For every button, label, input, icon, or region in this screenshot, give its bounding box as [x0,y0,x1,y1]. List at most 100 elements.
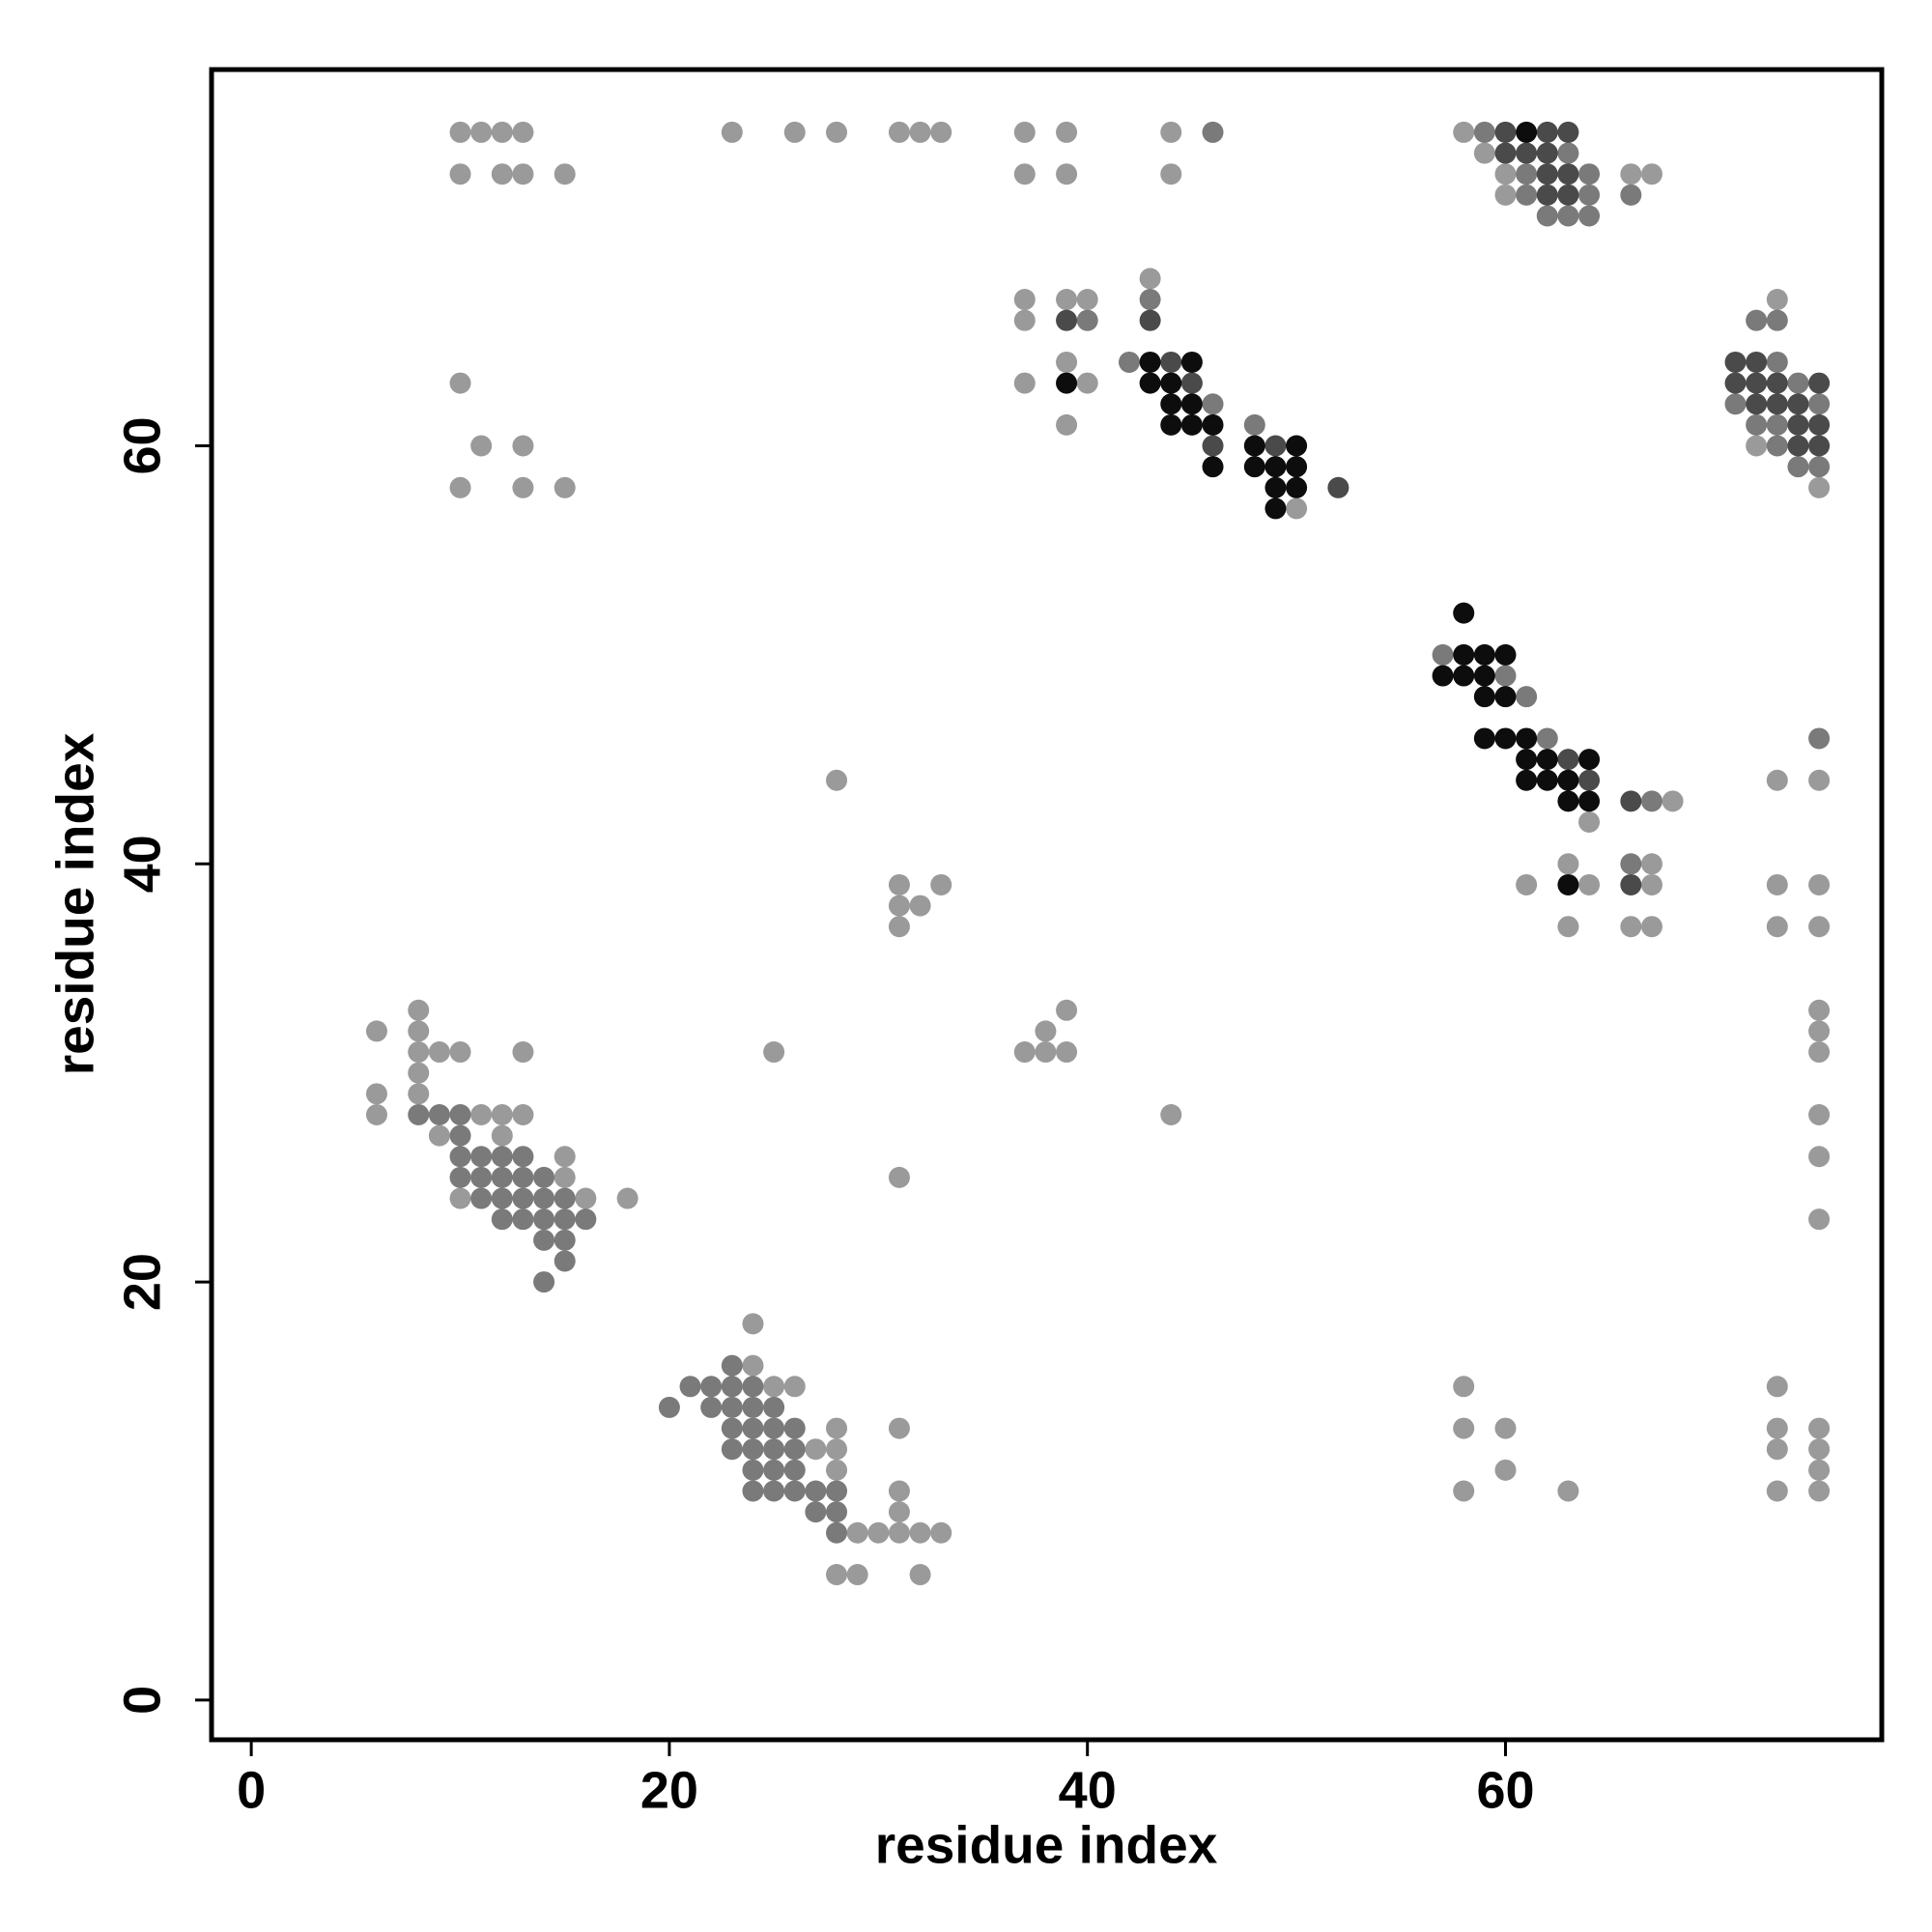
point [616,1187,639,1209]
point [1578,205,1601,227]
point [888,895,910,917]
point [909,121,931,143]
point [1516,121,1538,143]
point [826,1521,848,1544]
point [826,1480,848,1502]
point [1578,769,1601,791]
point [846,1564,868,1586]
point [1766,289,1788,311]
point [1494,727,1517,750]
point [1787,456,1809,478]
point [763,1417,785,1439]
point [1076,309,1098,331]
point [742,1313,764,1335]
point [783,1417,806,1439]
point [763,1459,785,1481]
point [930,1521,952,1544]
point [1139,372,1161,394]
x-axis-title: residue index [875,1815,1218,1875]
point [1557,790,1579,812]
point [1264,456,1287,478]
point [491,121,513,143]
point [365,1020,387,1042]
point [470,1187,493,1209]
point [888,1417,910,1439]
x-tick-label: 20 [640,1761,698,1819]
point [1536,121,1558,143]
point [1494,163,1517,185]
point [1473,121,1495,143]
point [1808,1480,1831,1502]
point [783,1480,806,1502]
point [742,1459,764,1481]
point [1557,853,1579,875]
point [742,1438,764,1461]
point [1035,1020,1057,1042]
point [1286,476,1308,498]
point [888,873,910,895]
point [1766,413,1788,436]
point [721,1354,743,1377]
point [1013,121,1036,143]
point [491,1146,513,1168]
point [1766,372,1788,394]
point [721,1438,743,1461]
point [1578,790,1601,812]
point [491,1208,513,1231]
point [763,1376,785,1398]
point [1724,351,1747,373]
point [1766,1376,1788,1398]
point [1578,184,1601,206]
point [1578,163,1601,185]
point [742,1480,764,1502]
point [721,121,743,143]
point [1473,643,1495,666]
point [554,1146,576,1168]
point [1808,1041,1831,1064]
point [1473,686,1495,708]
point [470,1146,493,1168]
point [1808,1417,1831,1439]
point [1662,790,1684,812]
x-tick-label: 0 [237,1761,266,1819]
point [1453,643,1475,666]
point [1766,1417,1788,1439]
point [1640,873,1662,895]
point [1180,413,1203,436]
point [1139,289,1161,311]
point [826,121,848,143]
point [1180,372,1203,394]
point [1056,413,1078,436]
point [1453,1417,1475,1439]
point [1494,142,1517,164]
point [1056,309,1078,331]
y-tick-label: 20 [113,1253,171,1311]
plot-frame [209,67,1885,1743]
point [1327,476,1350,498]
point [1494,1459,1517,1481]
y-tick-label: 40 [113,835,171,893]
point [1536,205,1558,227]
point [1557,769,1579,791]
point [763,1041,785,1064]
point [930,121,952,143]
point [1264,435,1287,457]
point [1808,769,1831,791]
point [512,121,534,143]
point [449,1124,471,1147]
point [867,1521,890,1544]
point [1264,497,1287,520]
point [554,1187,576,1209]
point [1494,184,1517,206]
point [1766,1480,1788,1502]
point [1766,916,1788,938]
point [1516,769,1538,791]
point [826,1501,848,1523]
point [449,1166,471,1188]
point [1202,435,1224,457]
point [909,1521,931,1544]
point [512,476,534,498]
point [1494,665,1517,687]
point [805,1438,827,1461]
point [1056,351,1078,373]
